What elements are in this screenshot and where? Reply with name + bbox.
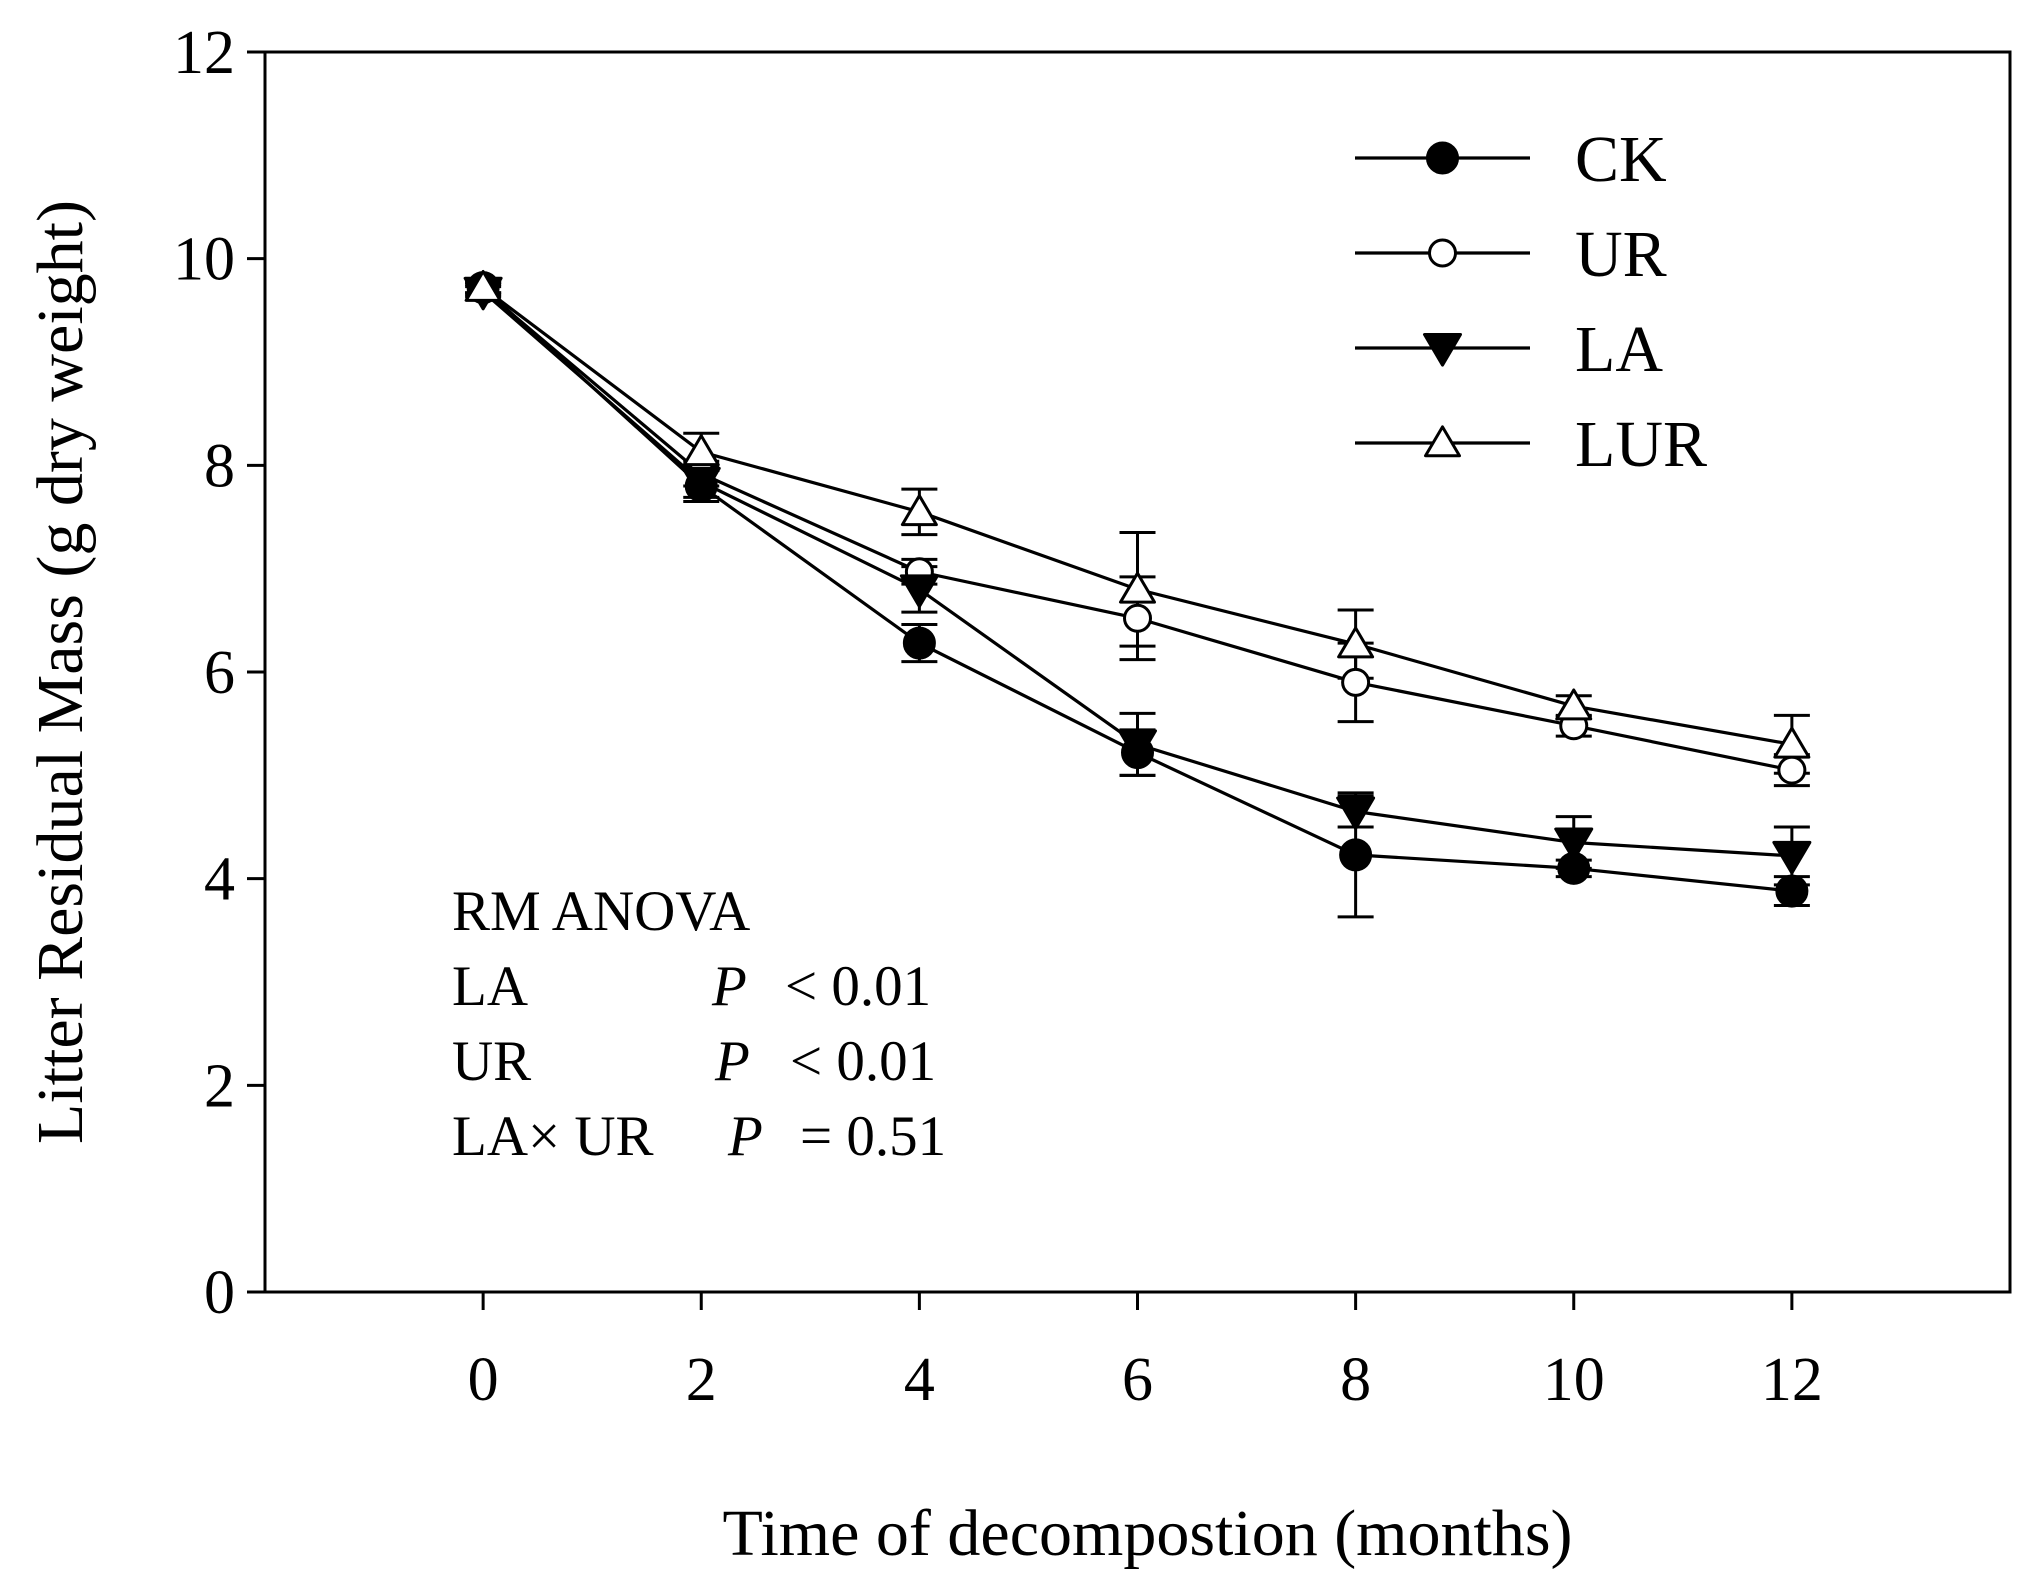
x-tick-label: 10 xyxy=(1543,1346,1605,1414)
y-tick-label: 6 xyxy=(204,639,235,707)
x-axis-title: Time of decompostion (months) xyxy=(722,1497,1572,1570)
data-point-lur xyxy=(1119,571,1156,604)
data-point-ur xyxy=(1123,603,1152,633)
legend: CK UR LA LUR xyxy=(1355,123,1707,481)
data-point-la xyxy=(1772,840,1812,875)
data-point-la xyxy=(1336,796,1376,831)
data-point-ur xyxy=(1777,755,1807,785)
x-tick-label: 6 xyxy=(1122,1346,1153,1414)
markers-lur xyxy=(464,269,1811,759)
anova-title: RM ANOVA xyxy=(452,880,750,943)
data-point-ck xyxy=(902,626,936,660)
legend-label-ur: UR xyxy=(1575,218,1667,291)
x-tick-label: 0 xyxy=(468,1346,499,1414)
anova-p-value: < 0.01 xyxy=(790,1030,936,1093)
data-point-lur xyxy=(1555,688,1593,721)
y-axis-title: Litter Residual Mass (g dry weight) xyxy=(24,200,97,1144)
anova-p-value: = 0.51 xyxy=(800,1105,946,1168)
data-point-ck xyxy=(1339,838,1373,872)
data-point-lur xyxy=(1337,626,1375,659)
data-point-lur xyxy=(464,269,502,302)
data-point-legend-la xyxy=(1423,333,1462,367)
anova-annotation: RM ANOVA LA P < 0.01 UR P < 0.01 LA× UR P = 0.51 xyxy=(452,880,946,1168)
data-point-lur xyxy=(682,434,720,467)
y-tick-label: 10 xyxy=(173,226,235,294)
y-tick-label: 12 xyxy=(173,19,235,87)
data-point-la xyxy=(1118,729,1157,763)
legend-label-ck: CK xyxy=(1575,123,1667,196)
data-point-la xyxy=(899,574,939,608)
legend-label-la: LA xyxy=(1575,313,1663,386)
y-tick-label: 8 xyxy=(204,432,235,500)
y-tick-label: 4 xyxy=(204,846,235,914)
data-point-lur xyxy=(1773,726,1811,759)
y-tick-label: 2 xyxy=(204,1052,235,1120)
y-tick-label: 0 xyxy=(204,1259,235,1327)
anova-p-label: P xyxy=(714,1030,750,1093)
anova-factor: UR xyxy=(452,1030,531,1093)
anova-factor: LA× UR xyxy=(452,1105,654,1168)
x-tick-label: 12 xyxy=(1761,1346,1823,1414)
x-tick-label: 2 xyxy=(686,1346,717,1414)
x-tick-label: 4 xyxy=(904,1346,935,1414)
data-point-lur xyxy=(900,494,938,527)
anova-p-value: < 0.01 xyxy=(785,955,931,1018)
data-point-la xyxy=(1554,827,1594,862)
data-point-legend-ck xyxy=(1426,141,1459,175)
anova-factor: LA xyxy=(452,955,528,1018)
legend-label-lur: LUR xyxy=(1575,408,1707,481)
data-point-legend-ur xyxy=(1428,238,1457,268)
data-point-ur xyxy=(1341,667,1371,697)
anova-p-label: P xyxy=(727,1105,763,1168)
data-point-la xyxy=(681,466,721,501)
data-point-ck xyxy=(1775,874,1809,908)
anova-p-label: P xyxy=(711,955,747,1018)
x-tick-label: 8 xyxy=(1340,1346,1371,1414)
data-point-legend-lur xyxy=(1424,425,1461,458)
